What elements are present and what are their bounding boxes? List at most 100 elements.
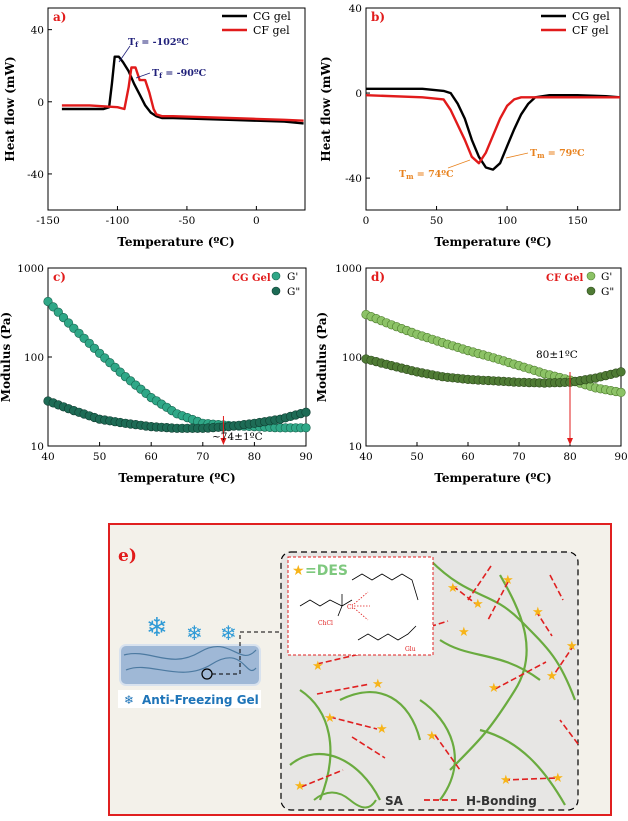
legend-sa-text: SA <box>385 794 404 808</box>
legend-d-marker-gprime <box>586 271 596 281</box>
gel-label-box <box>118 690 261 708</box>
gel-texture <box>123 646 257 673</box>
series-3-1-point <box>616 367 626 377</box>
x-tick-label-2-4: 80 <box>248 451 261 463</box>
panel-a-chart: -150 -100 -50 0 40 0 -40 a) CG gel CF gel Tf =… <box>3 7 306 249</box>
sa-chain-7 <box>479 728 566 806</box>
h-bond-8 <box>494 661 547 690</box>
x-tick-label-1-3: 150 <box>568 215 588 227</box>
star-icon-2: ★ <box>472 597 484 612</box>
panel-b-ticks: 0 50 100 150 40 0 -40 <box>345 3 588 227</box>
x-tick-label-0-3: 0 <box>253 215 260 227</box>
glu-label: Glu <box>405 646 416 653</box>
panel-c-series <box>43 296 311 433</box>
panel-a-frame <box>47 7 306 211</box>
x-tick-label-2-1: 50 <box>93 451 106 463</box>
annotation-b-arrow-cf <box>447 159 471 169</box>
sa-chains <box>289 559 577 806</box>
panel-b-series <box>365 87 621 171</box>
star-icon-13: ★ <box>324 711 336 726</box>
y-tick-label-3-2: 10 <box>349 441 362 453</box>
star-icon-1: ★ <box>447 581 459 596</box>
x-tick-label-1-0: 0 <box>363 215 370 227</box>
glu-skeleton-2 <box>357 625 417 641</box>
panel-c-ticks: 40 50 60 70 80 90 1000 100 10 <box>17 263 312 463</box>
legend-b-text-cg: CG gel <box>572 10 610 23</box>
star-icon-7: ★ <box>546 669 558 684</box>
sa-chain-4 <box>419 699 456 801</box>
h-bond-13 <box>434 734 461 771</box>
star-icon-8: ★ <box>566 639 578 654</box>
gel-label-icon: ❄ <box>124 693 134 707</box>
x-tick-label-0-0: -150 <box>36 215 60 227</box>
star-icon-15: ★ <box>426 729 438 744</box>
panel-d-series <box>361 309 626 398</box>
y-tick-label-1-1: 0 <box>355 88 362 100</box>
star-icon-4: ★ <box>532 605 544 620</box>
annotation-a-tf-cg: Tf = -102ºC <box>128 37 189 49</box>
star-icon-18: ★ <box>552 771 564 786</box>
gel-label-text: Anti-Freezing Gel <box>142 693 259 707</box>
x-tick-label-1-2: 100 <box>497 215 517 227</box>
star-icon-16: ★ <box>294 779 306 794</box>
sa-chain-8 <box>339 691 422 741</box>
panel-d-ylabel: Modulus (Pa) <box>315 312 329 402</box>
y-tick-label-3-0: 1000 <box>335 263 362 275</box>
x-tick-label-1-1: 50 <box>430 215 443 227</box>
y-tick-label-2-0: 1000 <box>17 263 44 275</box>
annotation-b-tm-cf: Tm = 74ºC <box>399 169 454 181</box>
glu-skeleton-1 <box>351 573 419 601</box>
legend-hbond-text: H-Bonding <box>466 794 537 808</box>
x-tick-label-2-2: 60 <box>145 451 158 463</box>
sa-chain-1 <box>429 559 577 701</box>
panel-d-label: d) <box>371 270 385 284</box>
star-icon-17: ★ <box>500 773 512 788</box>
h-bonds <box>300 565 579 788</box>
panel-b-ylabel: Heat flow (mW) <box>319 56 333 161</box>
series-2-0-point <box>301 423 311 433</box>
star-icon-9: ★ <box>488 681 500 696</box>
h-bond-15 <box>559 719 579 745</box>
des-star-icon: ★ <box>292 563 305 579</box>
h-bond-2 <box>467 565 492 601</box>
panel-c-xlabel: Temperature (ºC) <box>118 471 235 485</box>
legend-d-marker-gdouble <box>586 286 596 296</box>
panel-b-frame <box>365 7 621 211</box>
gel-sample-image <box>119 644 261 686</box>
series-1-0-line <box>366 87 621 171</box>
h-bond-7 <box>552 644 575 677</box>
panel-c-ylabel: Modulus (Pa) <box>0 312 13 402</box>
panel-d-crossover-label: 80±1ºC <box>536 349 578 361</box>
x-tick-label-3-4: 80 <box>563 451 576 463</box>
star-icon-10: ★ <box>312 659 324 674</box>
chcl-label: ChCl <box>318 620 333 627</box>
series-0-1-line <box>61 66 304 122</box>
legend-b-text-cf: CF gel <box>572 24 609 37</box>
snowflake-icon: ❄ ❄ ❄ <box>146 613 237 645</box>
y-tick-label-1-2: -40 <box>345 173 362 185</box>
zoom-connector <box>212 631 281 675</box>
annotation-b-tm-cg: Tm = 79ºC <box>530 148 585 160</box>
star-icon-3: ★ <box>502 573 514 588</box>
h-bond-12 <box>351 736 386 759</box>
y-tick-label-0-1: 0 <box>37 97 44 109</box>
panel-b-label: b) <box>371 10 385 24</box>
y-tick-label-0-2: -40 <box>27 169 44 181</box>
panel-a-xlabel: Temperature (ºC) <box>117 235 234 249</box>
snowflake-icon-1: ❄ <box>146 613 168 643</box>
y-tick-label-0-0: 40 <box>31 25 44 37</box>
panel-c-chart: 40 50 60 70 80 90 1000 100 10 c) CG Gel G' G" ~7… <box>0 263 313 485</box>
x-tick-label-2-3: 70 <box>196 451 209 463</box>
h-bond-5 <box>549 574 564 601</box>
panel-a-label: a) <box>53 10 66 24</box>
x-tick-label-0-1: -100 <box>106 215 130 227</box>
panel-d-xlabel: Temperature (ºC) <box>434 471 551 485</box>
panel-d-title: CF Gel <box>546 273 583 284</box>
des-legend-text: =DES <box>305 563 348 579</box>
legend-c-text-gdouble: G" <box>287 286 300 298</box>
cl-label: Cl <box>347 604 354 611</box>
sa-chain-5 <box>299 689 332 801</box>
panel-c-crossover-label: ~74±1ºC <box>212 431 263 443</box>
series-0-0-line <box>61 55 304 125</box>
x-tick-label-3-1: 50 <box>410 451 423 463</box>
